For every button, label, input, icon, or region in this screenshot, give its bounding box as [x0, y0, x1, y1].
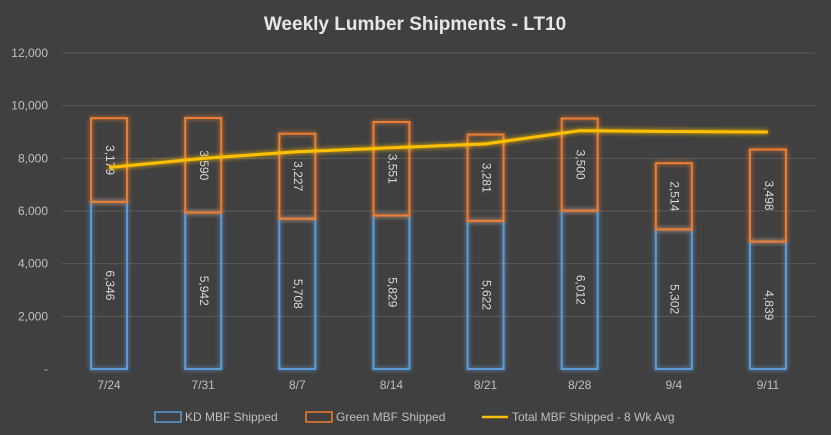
- legend-swatch: [305, 411, 333, 423]
- green-data-label: 3,590: [197, 150, 211, 180]
- y-tick-label: -: [44, 362, 48, 376]
- bar-green: [372, 120, 411, 217]
- green-data-label: 3,227: [291, 161, 305, 191]
- avg-line: [108, 129, 768, 170]
- kd-data-label: 5,302: [668, 284, 682, 314]
- x-tick-label: 7/24: [97, 378, 121, 392]
- y-tick-label: 8,000: [18, 151, 48, 165]
- y-tick-label: 4,000: [18, 257, 48, 271]
- kd-data-label: 5,829: [385, 277, 399, 307]
- legend: KD MBF Shipped Green MBF Shipped Total MBF…: [154, 410, 675, 424]
- kd-data-label: 6,012: [574, 275, 588, 305]
- bar-green: [466, 133, 505, 222]
- green-data-label: 2,514: [668, 181, 682, 211]
- legend-label: Total MBF Shipped - 8 Wk Avg: [512, 410, 675, 424]
- green-data-label: 3,551: [385, 154, 399, 184]
- bar-green: [748, 148, 787, 243]
- legend-label: Green MBF Shipped: [336, 410, 445, 424]
- kd-data-label: 4,839: [762, 290, 776, 320]
- legend-swatch: [154, 411, 182, 423]
- avg-line-group: [108, 129, 768, 170]
- bars: 6,346 3,179 5,942 3,590 5,708 3,227 5,829 3,551…: [90, 116, 787, 370]
- green-data-label: 3,179: [103, 145, 117, 175]
- kd-data-label: 5,942: [197, 276, 211, 306]
- y-axis: - 2,000 4,000 6,000 8,000 10,000 12,000: [11, 46, 48, 376]
- kd-data-label: 6,346: [103, 270, 117, 300]
- bar-green: [560, 117, 599, 212]
- x-tick-label: 8/28: [568, 378, 592, 392]
- green-data-label: 3,281: [479, 163, 493, 193]
- green-data-label: 3,498: [762, 181, 776, 211]
- bar-green: [278, 132, 317, 220]
- chart-title: Weekly Lumber Shipments - LT10: [264, 14, 566, 35]
- x-tick-label: 7/31: [192, 378, 216, 392]
- bar-green: [184, 116, 223, 214]
- x-tick-label: 8/14: [380, 378, 404, 392]
- kd-data-label: 5,708: [291, 279, 305, 309]
- y-tick-label: 10,000: [11, 99, 48, 113]
- y-tick-label: 2,000: [18, 309, 48, 323]
- y-tick-label: 6,000: [18, 204, 48, 218]
- bar-green: [90, 117, 129, 203]
- x-tick-label: 9/11: [757, 378, 780, 392]
- x-tick-label: 8/7: [289, 378, 306, 392]
- bar-green: [654, 162, 693, 231]
- x-axis: 7/24 7/31 8/7 8/14 8/21 8/28 9/4 9/11: [97, 378, 779, 392]
- green-data-label: 3,500: [574, 150, 588, 180]
- x-tick-label: 9/4: [665, 378, 682, 392]
- gridlines: [62, 52, 815, 317]
- x-tick-label: 8/21: [474, 378, 498, 392]
- y-tick-label: 12,000: [11, 46, 48, 60]
- legend-label: KD MBF Shipped: [185, 410, 278, 424]
- kd-data-label: 5,622: [479, 280, 493, 310]
